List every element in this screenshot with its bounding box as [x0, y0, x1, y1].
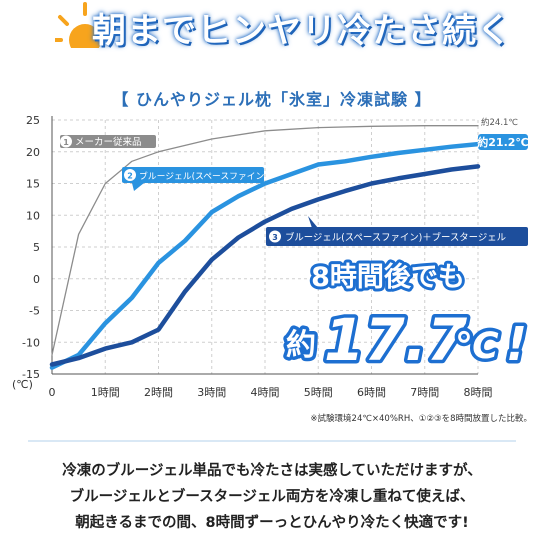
- series-2-label: ブルージェル(スペースファイン): [139, 170, 268, 182]
- callout-line-1: 8時間後でも: [311, 262, 465, 293]
- sun-icon: [55, 2, 112, 48]
- x-tick-label: 5時間: [304, 386, 333, 399]
- series-3-label: ブルージェル(スペースファイン)＋ブースタージェル: [285, 232, 506, 244]
- series-1-end-label: 約24.1℃: [481, 117, 518, 128]
- y-tick-label: -5: [29, 305, 40, 318]
- x-tick-label: 8時間: [464, 386, 493, 399]
- series-line: [49, 141, 481, 370]
- chart-footnote: ※試験環境24℃×40%RH、①②③を8時間放置した比較。: [310, 414, 532, 424]
- x-tick-label: 3時間: [197, 386, 226, 399]
- series-1-label-box: [60, 135, 156, 148]
- y-unit-label: (℃): [12, 378, 33, 391]
- series-2-label-box: [122, 167, 264, 183]
- series-line: [51, 125, 479, 356]
- description-text: 冷凍のブルージェル単品でも冷たさは実感していただけますが、 ブルージェルとブース…: [0, 458, 544, 536]
- badge-circle: [269, 230, 281, 243]
- description-line: ブルージェルとブースタージェル両方を冷凍し重ねて使えば、: [69, 489, 475, 505]
- label-layer: 1 メーカー従来品 約24.1℃ 2 ブルージェル(スペースファイン) 約21.2℃ 3 ブル…: [60, 117, 531, 378]
- description-line: 冷凍のブルージェル単品でも冷たさは実感していただけますが、: [62, 463, 482, 479]
- badge-number: 2: [127, 172, 133, 181]
- x-tick-label: 4時間: [251, 386, 280, 399]
- x-tick-label: 0: [49, 386, 56, 399]
- callout-value-group: 約 17.7℃!: [283, 303, 531, 378]
- callout-prefix: 約: [286, 328, 316, 363]
- y-tick-label: 15: [26, 178, 40, 191]
- series-2-end-box: [478, 134, 528, 150]
- x-tick-label: 7時間: [410, 386, 439, 399]
- series-badge: 3: [269, 230, 281, 243]
- badge-circle: [124, 169, 136, 181]
- x-tick-label: 6時間: [357, 386, 386, 399]
- chart-title: 【 ひんやりジェル枕「氷室」冷凍試験 】: [112, 90, 432, 109]
- series-badge: 2: [124, 169, 136, 181]
- headline: 朝までヒンヤリ冷たさ続く: [92, 11, 512, 51]
- y-tick-label: 10: [26, 209, 40, 222]
- series-2-end-label: 約21.2℃: [477, 135, 528, 149]
- callout-value: 17.7: [324, 306, 468, 374]
- y-tick-label: -10: [22, 336, 40, 349]
- y-tick-label: 25: [26, 114, 40, 127]
- description-line: 朝起きるまでの間、8時間ずーっとひんやり冷たく快適です!: [75, 515, 469, 531]
- series-layer: [49, 125, 481, 370]
- badge-number: 1: [63, 138, 69, 147]
- divider: [28, 440, 516, 442]
- series-2-label-pointer: [132, 183, 144, 191]
- y-tick-label: 5: [33, 241, 40, 254]
- badge-number: 3: [272, 233, 278, 242]
- y-tick-label: 20: [26, 146, 40, 159]
- grid-layer: [52, 119, 479, 375]
- badge-circle: [60, 135, 72, 148]
- x-tick-label: 2時間: [144, 386, 173, 399]
- headline-banner: 朝までヒンヤリ冷たさ続く: [0, 0, 544, 70]
- axis-layer: 25 20 15 10 5 0 -5 -10 -15(℃) 0 1時間 2時間 3時間 4時間 5時間 6時間…: [12, 114, 493, 399]
- callout-suffix: !: [506, 317, 527, 371]
- series-1-label: メーカー従来品: [75, 136, 142, 148]
- series-badge: 1: [60, 135, 72, 148]
- x-tick-label: 1時間: [91, 386, 120, 399]
- y-tick-label: -15: [22, 368, 40, 381]
- series-3-label-pointer: [308, 216, 318, 228]
- series-line: [49, 164, 481, 367]
- series-3-label-box: [266, 227, 528, 246]
- callout-unit: ℃: [455, 326, 499, 367]
- y-tick-label: 0: [33, 273, 40, 286]
